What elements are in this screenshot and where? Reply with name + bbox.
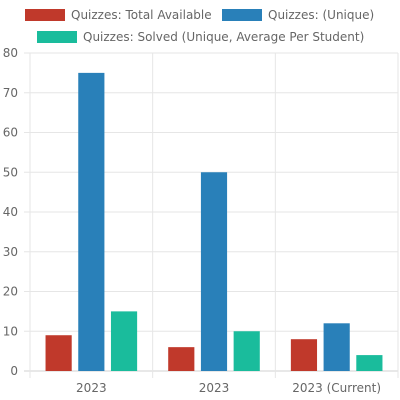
- legend-label-1[interactable]: Quizzes: Total Available: [71, 8, 212, 22]
- bar-series: [45, 72, 383, 371]
- x-axis: 2023 2023 2023 (Current): [76, 381, 381, 395]
- legend-label-2[interactable]: Quizzes: (Unique): [268, 8, 374, 22]
- y-tick-label: 20: [3, 285, 18, 299]
- bar-series3-cat2[interactable]: [233, 331, 260, 371]
- bar-series2-cat2[interactable]: [200, 172, 228, 371]
- legend-swatch-2: [222, 9, 262, 21]
- x-tick-label: 2023: [199, 381, 230, 395]
- y-tick-label: 0: [10, 364, 18, 378]
- legend-swatch-3: [37, 31, 77, 43]
- y-tick-label: 80: [3, 46, 18, 60]
- bar-series3-cat1[interactable]: [110, 311, 138, 371]
- y-axis: 0 10 20 30 40 50 60 70 80: [3, 46, 18, 378]
- y-tick-label: 40: [3, 205, 18, 219]
- y-tick-label: 50: [3, 165, 18, 179]
- y-tick-label: 10: [3, 324, 18, 338]
- legend-label-3[interactable]: Quizzes: Solved (Unique, Average Per Stu…: [83, 30, 364, 44]
- y-tick-label: 60: [3, 126, 18, 140]
- bar-series1-cat1[interactable]: [45, 335, 72, 371]
- bar-series2-cat1[interactable]: [78, 72, 105, 371]
- chart-legend: Quizzes: Total Available Quizzes: (Unique…: [25, 8, 374, 44]
- bar-series1-cat2[interactable]: [168, 347, 195, 371]
- bar-series3-cat3[interactable]: [356, 355, 383, 371]
- bar-series2-cat3[interactable]: [323, 323, 350, 371]
- x-tick-label: 2023 (Current): [292, 381, 381, 395]
- y-tick-label: 70: [3, 86, 18, 100]
- y-tick-label: 30: [3, 245, 18, 259]
- bar-series1-cat3[interactable]: [290, 339, 318, 371]
- legend-swatch-1: [25, 9, 65, 21]
- x-tick-label: 2023: [76, 381, 107, 395]
